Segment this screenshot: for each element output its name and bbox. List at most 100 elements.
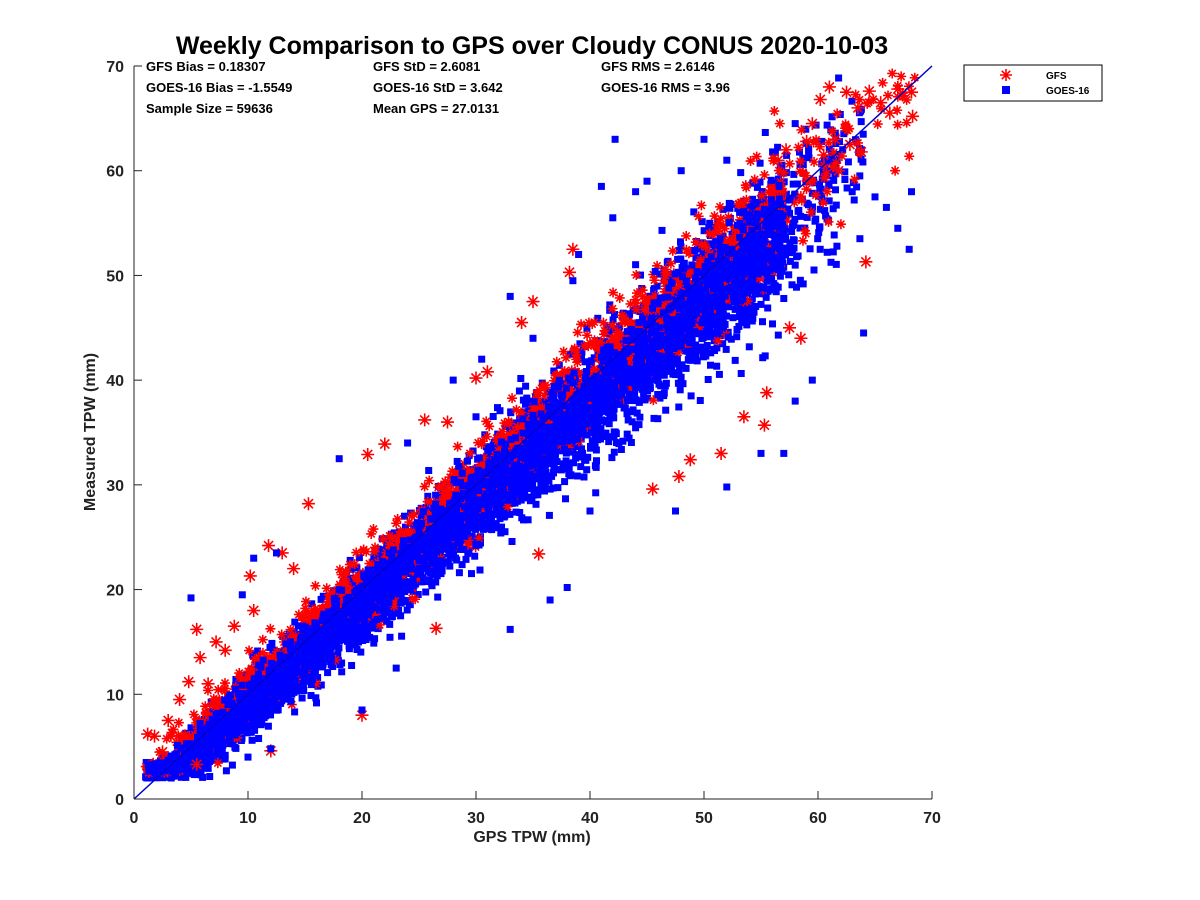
goes16-point bbox=[255, 735, 263, 742]
gfs-point bbox=[718, 220, 729, 231]
gfs-point bbox=[404, 517, 415, 528]
goes16-point bbox=[328, 661, 336, 668]
goes16-point bbox=[515, 387, 523, 395]
goes16-point bbox=[465, 452, 473, 460]
goes16-point bbox=[731, 356, 739, 364]
goes16-point bbox=[425, 467, 433, 474]
goes16-point bbox=[594, 436, 601, 444]
goes16-point bbox=[818, 137, 826, 145]
goes16-point bbox=[850, 196, 858, 204]
goes16-point bbox=[383, 617, 391, 625]
goes16-point bbox=[675, 368, 683, 376]
goes16-point bbox=[747, 299, 755, 307]
goes16-point bbox=[841, 176, 849, 183]
goes16-point bbox=[573, 472, 581, 480]
gfs-point bbox=[632, 288, 643, 299]
gfs-point bbox=[584, 337, 595, 348]
goes16-point bbox=[544, 389, 552, 397]
goes16-point bbox=[743, 321, 751, 329]
gfs-point bbox=[324, 596, 335, 607]
goes16-point bbox=[859, 130, 867, 138]
goes16-point bbox=[501, 423, 509, 431]
goes16-point bbox=[715, 370, 723, 378]
goes16-point bbox=[540, 487, 548, 495]
goes16-point bbox=[273, 706, 281, 714]
goes16-point bbox=[733, 300, 741, 308]
goes16-point bbox=[424, 492, 432, 500]
goes16-point bbox=[698, 335, 706, 343]
gfs-point bbox=[161, 733, 172, 744]
goes16-point bbox=[841, 168, 849, 176]
goes16-point bbox=[816, 180, 823, 188]
goes16-point bbox=[592, 446, 600, 454]
goes16-point bbox=[650, 414, 658, 422]
goes16-point bbox=[776, 272, 784, 280]
goes16-point bbox=[587, 361, 595, 368]
gfs-point bbox=[693, 211, 704, 222]
goes16-point bbox=[512, 508, 520, 516]
goes16-point bbox=[314, 674, 322, 681]
goes16-point bbox=[249, 651, 257, 659]
goes16-point bbox=[546, 485, 554, 493]
goes16-point bbox=[822, 212, 830, 220]
goes16-point bbox=[750, 308, 758, 316]
goes16-point bbox=[554, 484, 562, 492]
goes16-point bbox=[464, 549, 472, 557]
goes16-point bbox=[524, 516, 532, 524]
gfs-point bbox=[476, 439, 487, 450]
goes16-point bbox=[468, 570, 475, 578]
goes16-point bbox=[307, 692, 315, 699]
gfs-point bbox=[821, 168, 832, 179]
goes16-point bbox=[576, 340, 584, 348]
goes16-point bbox=[243, 729, 251, 737]
goes16-point bbox=[707, 349, 715, 357]
goes16-point bbox=[590, 354, 598, 362]
goes16-point bbox=[221, 751, 229, 759]
goes16-point bbox=[593, 457, 600, 465]
goes16-point bbox=[785, 271, 793, 279]
goes16-point bbox=[821, 207, 829, 215]
gfs-point bbox=[659, 286, 670, 297]
goes16-point bbox=[805, 147, 813, 155]
gfs-point bbox=[637, 291, 648, 302]
gfs-point bbox=[583, 317, 594, 328]
gfs-point bbox=[595, 337, 606, 348]
goes16-point bbox=[371, 635, 379, 643]
gfs-point bbox=[751, 151, 762, 162]
goes16-point bbox=[702, 352, 710, 360]
goes16-point bbox=[737, 370, 745, 377]
gfs-point bbox=[394, 529, 404, 540]
goes16-point bbox=[492, 441, 499, 449]
goes16-point bbox=[582, 456, 590, 464]
goes16-point bbox=[859, 158, 867, 166]
goes16-point bbox=[611, 311, 618, 318]
goes16-point bbox=[518, 514, 526, 522]
gfs-point bbox=[805, 207, 816, 218]
gfs-point bbox=[368, 524, 379, 535]
goes16-point bbox=[561, 478, 569, 486]
gfs-point bbox=[511, 404, 522, 415]
goes16-point bbox=[769, 320, 776, 328]
goes16-point bbox=[816, 205, 824, 213]
goes16-point bbox=[829, 205, 837, 213]
goes16-point bbox=[835, 74, 843, 82]
goes16-point bbox=[355, 554, 363, 562]
goes16-point bbox=[625, 434, 633, 442]
goes16-point bbox=[526, 397, 534, 405]
goes16-point bbox=[588, 437, 596, 445]
goes16-point bbox=[379, 614, 387, 622]
goes16-point bbox=[294, 622, 302, 630]
goes16-point bbox=[731, 305, 739, 313]
goes16-point bbox=[703, 342, 711, 349]
goes16-point bbox=[366, 633, 374, 641]
goes16-point bbox=[370, 639, 378, 647]
goes16-point bbox=[583, 324, 591, 332]
goes16-point bbox=[843, 184, 851, 192]
goes16-point bbox=[768, 286, 776, 294]
goes16-point bbox=[319, 592, 327, 600]
goes16-point bbox=[632, 261, 640, 269]
goes16-point bbox=[545, 511, 553, 519]
goes16-point bbox=[677, 238, 684, 246]
goes16-point bbox=[780, 295, 788, 302]
